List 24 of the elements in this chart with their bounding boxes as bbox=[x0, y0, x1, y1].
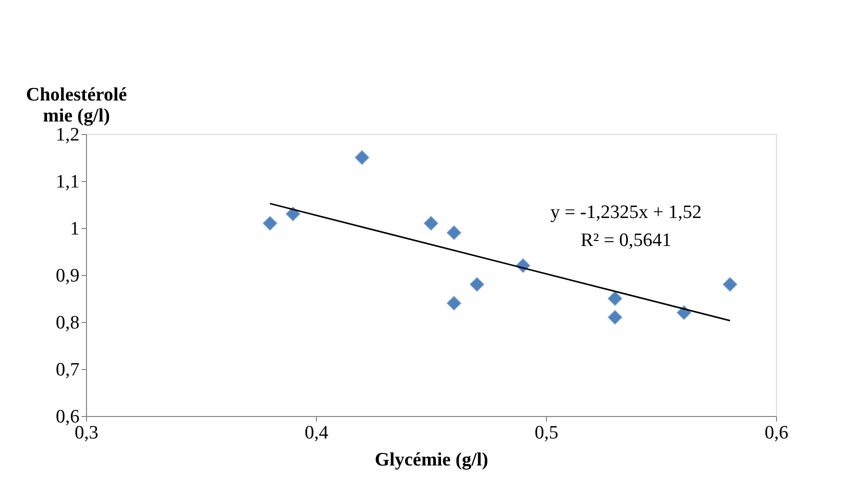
point bbox=[424, 216, 438, 231]
y-axis-title: Cholestérolémie (g/l) bbox=[26, 84, 127, 126]
x-tick-label: 0,6 bbox=[764, 422, 788, 444]
y-tick-label: 1,1 bbox=[56, 172, 80, 192]
annotation: y = -1,2325x + 1,52 bbox=[550, 202, 702, 223]
y-tick-label: 1,2 bbox=[56, 124, 80, 146]
point bbox=[722, 277, 738, 292]
point bbox=[608, 310, 622, 325]
annotation: R² = 0,5641 bbox=[580, 230, 672, 251]
point bbox=[446, 225, 462, 240]
point bbox=[470, 277, 484, 292]
point bbox=[608, 291, 622, 306]
point bbox=[262, 216, 278, 231]
x-tick-label: 0,5 bbox=[534, 422, 558, 444]
x-tick-label: 0,4 bbox=[304, 422, 329, 444]
y-tick-label: 0,8 bbox=[56, 312, 80, 334]
y-tick-label: 0,9 bbox=[56, 266, 80, 286]
point bbox=[446, 296, 462, 310]
point bbox=[354, 150, 370, 165]
y-tick-label: 1 bbox=[70, 218, 80, 240]
y-tick-label: 0,7 bbox=[56, 360, 80, 380]
point bbox=[286, 206, 300, 222]
x-tick-label: 0,3 bbox=[74, 422, 98, 444]
x-axis-title: Glycémie (g/l) bbox=[374, 450, 488, 470]
